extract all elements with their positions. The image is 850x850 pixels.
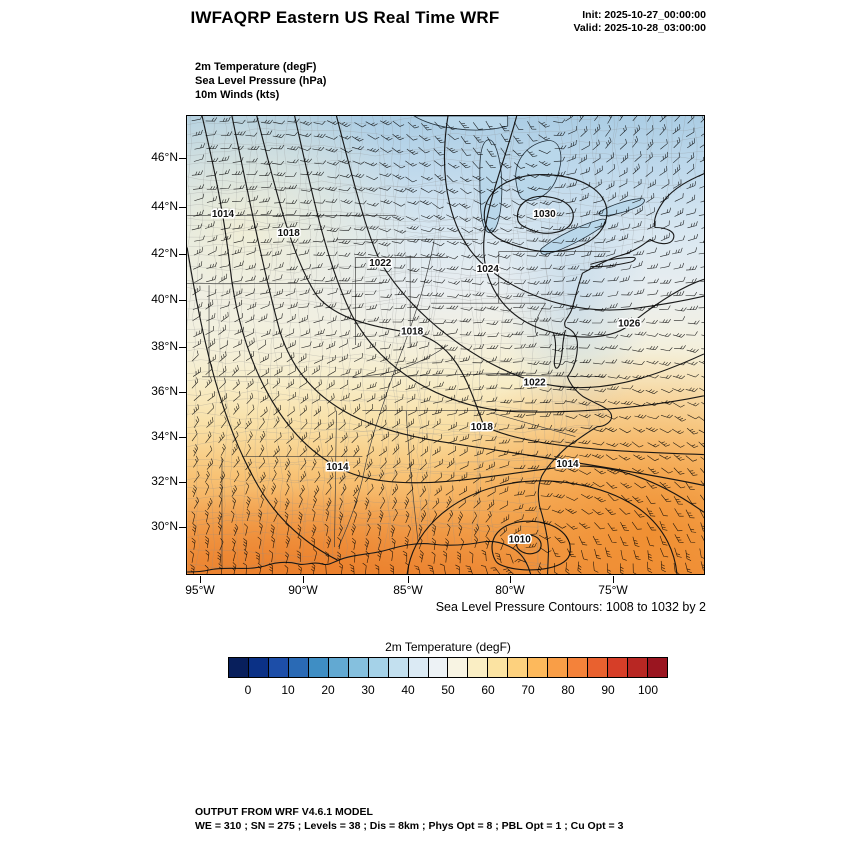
colorbar-title: 2m Temperature (degF): [385, 640, 511, 654]
colorbar-cell: [608, 658, 629, 677]
pressure-contour-label: 1014: [326, 462, 349, 473]
colorbar-cell: [328, 658, 349, 677]
lat-tick-label: 38°N: [151, 338, 178, 353]
coastline: [187, 173, 704, 574]
colorbar-cell: [648, 658, 667, 677]
init-time: Init: 2025-10-27_00:00:00: [582, 9, 706, 21]
lon-tick-label: 95°W: [185, 583, 215, 597]
plot-title: IWFAQRP Eastern US Real Time WRF: [190, 8, 500, 27]
lon-tick-mark: [613, 576, 615, 583]
pressure-contour-label: 1014: [212, 209, 235, 220]
pressure-contour-label: 1018: [401, 327, 424, 338]
colorbar-cell: [468, 658, 489, 677]
colorbar-tick-label: 70: [521, 683, 535, 697]
pressure-contour-label: 1018: [471, 422, 494, 433]
lat-tick-mark: [179, 481, 186, 483]
field-winds: 10m Winds (kts): [195, 89, 280, 101]
lat-tick-label: 36°N: [151, 384, 178, 398]
lat-tick-label: 44°N: [151, 199, 178, 213]
colorbar-tick-label: 0: [244, 683, 252, 697]
colorbar-cell: [268, 658, 289, 677]
lat-tick-mark: [179, 437, 186, 438]
lat-tick-mark: [179, 527, 186, 529]
lon-tick-label: 75°W: [598, 583, 628, 597]
lat-tick-mark: [179, 392, 186, 393]
lat-tick-mark: [179, 254, 186, 255]
lon-tick-label: 85°W: [393, 583, 423, 597]
colorbar-cell: [368, 658, 389, 677]
colorbar: [228, 657, 668, 678]
colorbar-cell: [508, 658, 529, 677]
lat-tick-label: 30°N: [151, 519, 178, 534]
lat-tick-label: 40°N: [151, 292, 178, 306]
field-legend: 2m Temperature (degF) Sea Level Pressure…: [195, 60, 326, 102]
lat-tick-label: 46°N: [151, 150, 178, 164]
lat-tick-label: 42°N: [151, 246, 178, 260]
colorbar-cell: [308, 658, 329, 677]
colorbar-tick-label: 10: [281, 683, 295, 697]
wind-barbs: [190, 116, 704, 574]
colorbar-tick-label: 30: [361, 683, 375, 697]
pressure-contour-labels: 1014 1018 1022 1024 1030 1026 1018 1022 1018 1014…: [210, 208, 642, 548]
colorbar-tick-label: 100: [637, 683, 659, 697]
pressure-contour-label: 1022: [369, 258, 392, 269]
footer-model-line: OUTPUT FROM WRF V4.6.1 MODEL: [195, 806, 373, 818]
colorbar-cell: [388, 658, 409, 677]
lat-tick-mark: [179, 158, 186, 159]
lon-tick-mark: [510, 576, 511, 583]
lat-tick-label: 34°N: [151, 429, 178, 443]
colorbar-tick-label: 40: [401, 683, 415, 697]
contour-range-note: Sea Level Pressure Contours: 1008 to 103…: [435, 600, 706, 614]
field-pressure: Sea Level Pressure (hPa): [195, 75, 327, 87]
colorbar-tick-label: 20: [321, 683, 335, 697]
colorbar-tick-label: 80: [561, 683, 575, 697]
lon-tick-label: 80°W: [495, 583, 525, 597]
pressure-contour-label: 1018: [278, 228, 301, 239]
pressure-contour-label: 1010: [509, 535, 532, 546]
weather-map: 1014 1018 1022 1024 1030 1026 1018 1022 1018 1014…: [187, 116, 704, 574]
colorbar-cell: [528, 658, 549, 677]
field-temperature: 2m Temperature (degF): [195, 61, 317, 73]
colorbar-cell: [588, 658, 609, 677]
colorbar-tick-label: 90: [601, 683, 615, 697]
lon-tick-mark: [407, 576, 409, 583]
colorbar-cell: [548, 658, 569, 677]
valid-time: Valid: 2025-10-28_03:00:00: [573, 22, 706, 34]
pressure-contour-label: 1014: [556, 459, 579, 470]
pressure-contour-label: 1022: [524, 377, 547, 388]
colorbar-cell: [628, 658, 649, 677]
warm-gulf: [187, 487, 550, 574]
colorbar-cell: [248, 658, 269, 677]
colorbar-cell: [568, 658, 589, 677]
pressure-contour-label: 1030: [534, 209, 557, 220]
init-valid-block: Init: 2025-10-27_00:00:00 Valid: 2025-10…: [510, 9, 706, 35]
lat-tick-mark: [179, 207, 186, 208]
lon-tick-label: 90°W: [288, 583, 318, 597]
lon-tick-mark: [302, 576, 304, 583]
colorbar-cell: [408, 658, 429, 677]
pressure-contour-label: 1024: [477, 264, 500, 275]
lat-tick-mark: [179, 346, 186, 348]
colorbar-cell: [448, 658, 469, 677]
colorbar-tick-label: 60: [481, 683, 495, 697]
colorbar-cell: [348, 658, 369, 677]
colorbar-cell: [428, 658, 449, 677]
colorbar-tick-label: 50: [441, 683, 455, 697]
map-canvas: 1014 1018 1022 1024 1030 1026 1018 1022 1018 1014…: [186, 115, 705, 575]
lat-tick-mark: [179, 300, 186, 301]
colorbar-cell: [488, 658, 509, 677]
warm-atlantic: [416, 350, 704, 574]
colorbar-cell: [288, 658, 309, 677]
footer-config-line: WE = 310 ; SN = 275 ; Levels = 38 ; Dis …: [195, 820, 624, 832]
colorbar-cell: [229, 658, 249, 677]
lat-tick-label: 32°N: [151, 473, 178, 488]
lon-tick-mark: [200, 576, 201, 583]
pressure-contour-label: 1026: [618, 319, 641, 330]
